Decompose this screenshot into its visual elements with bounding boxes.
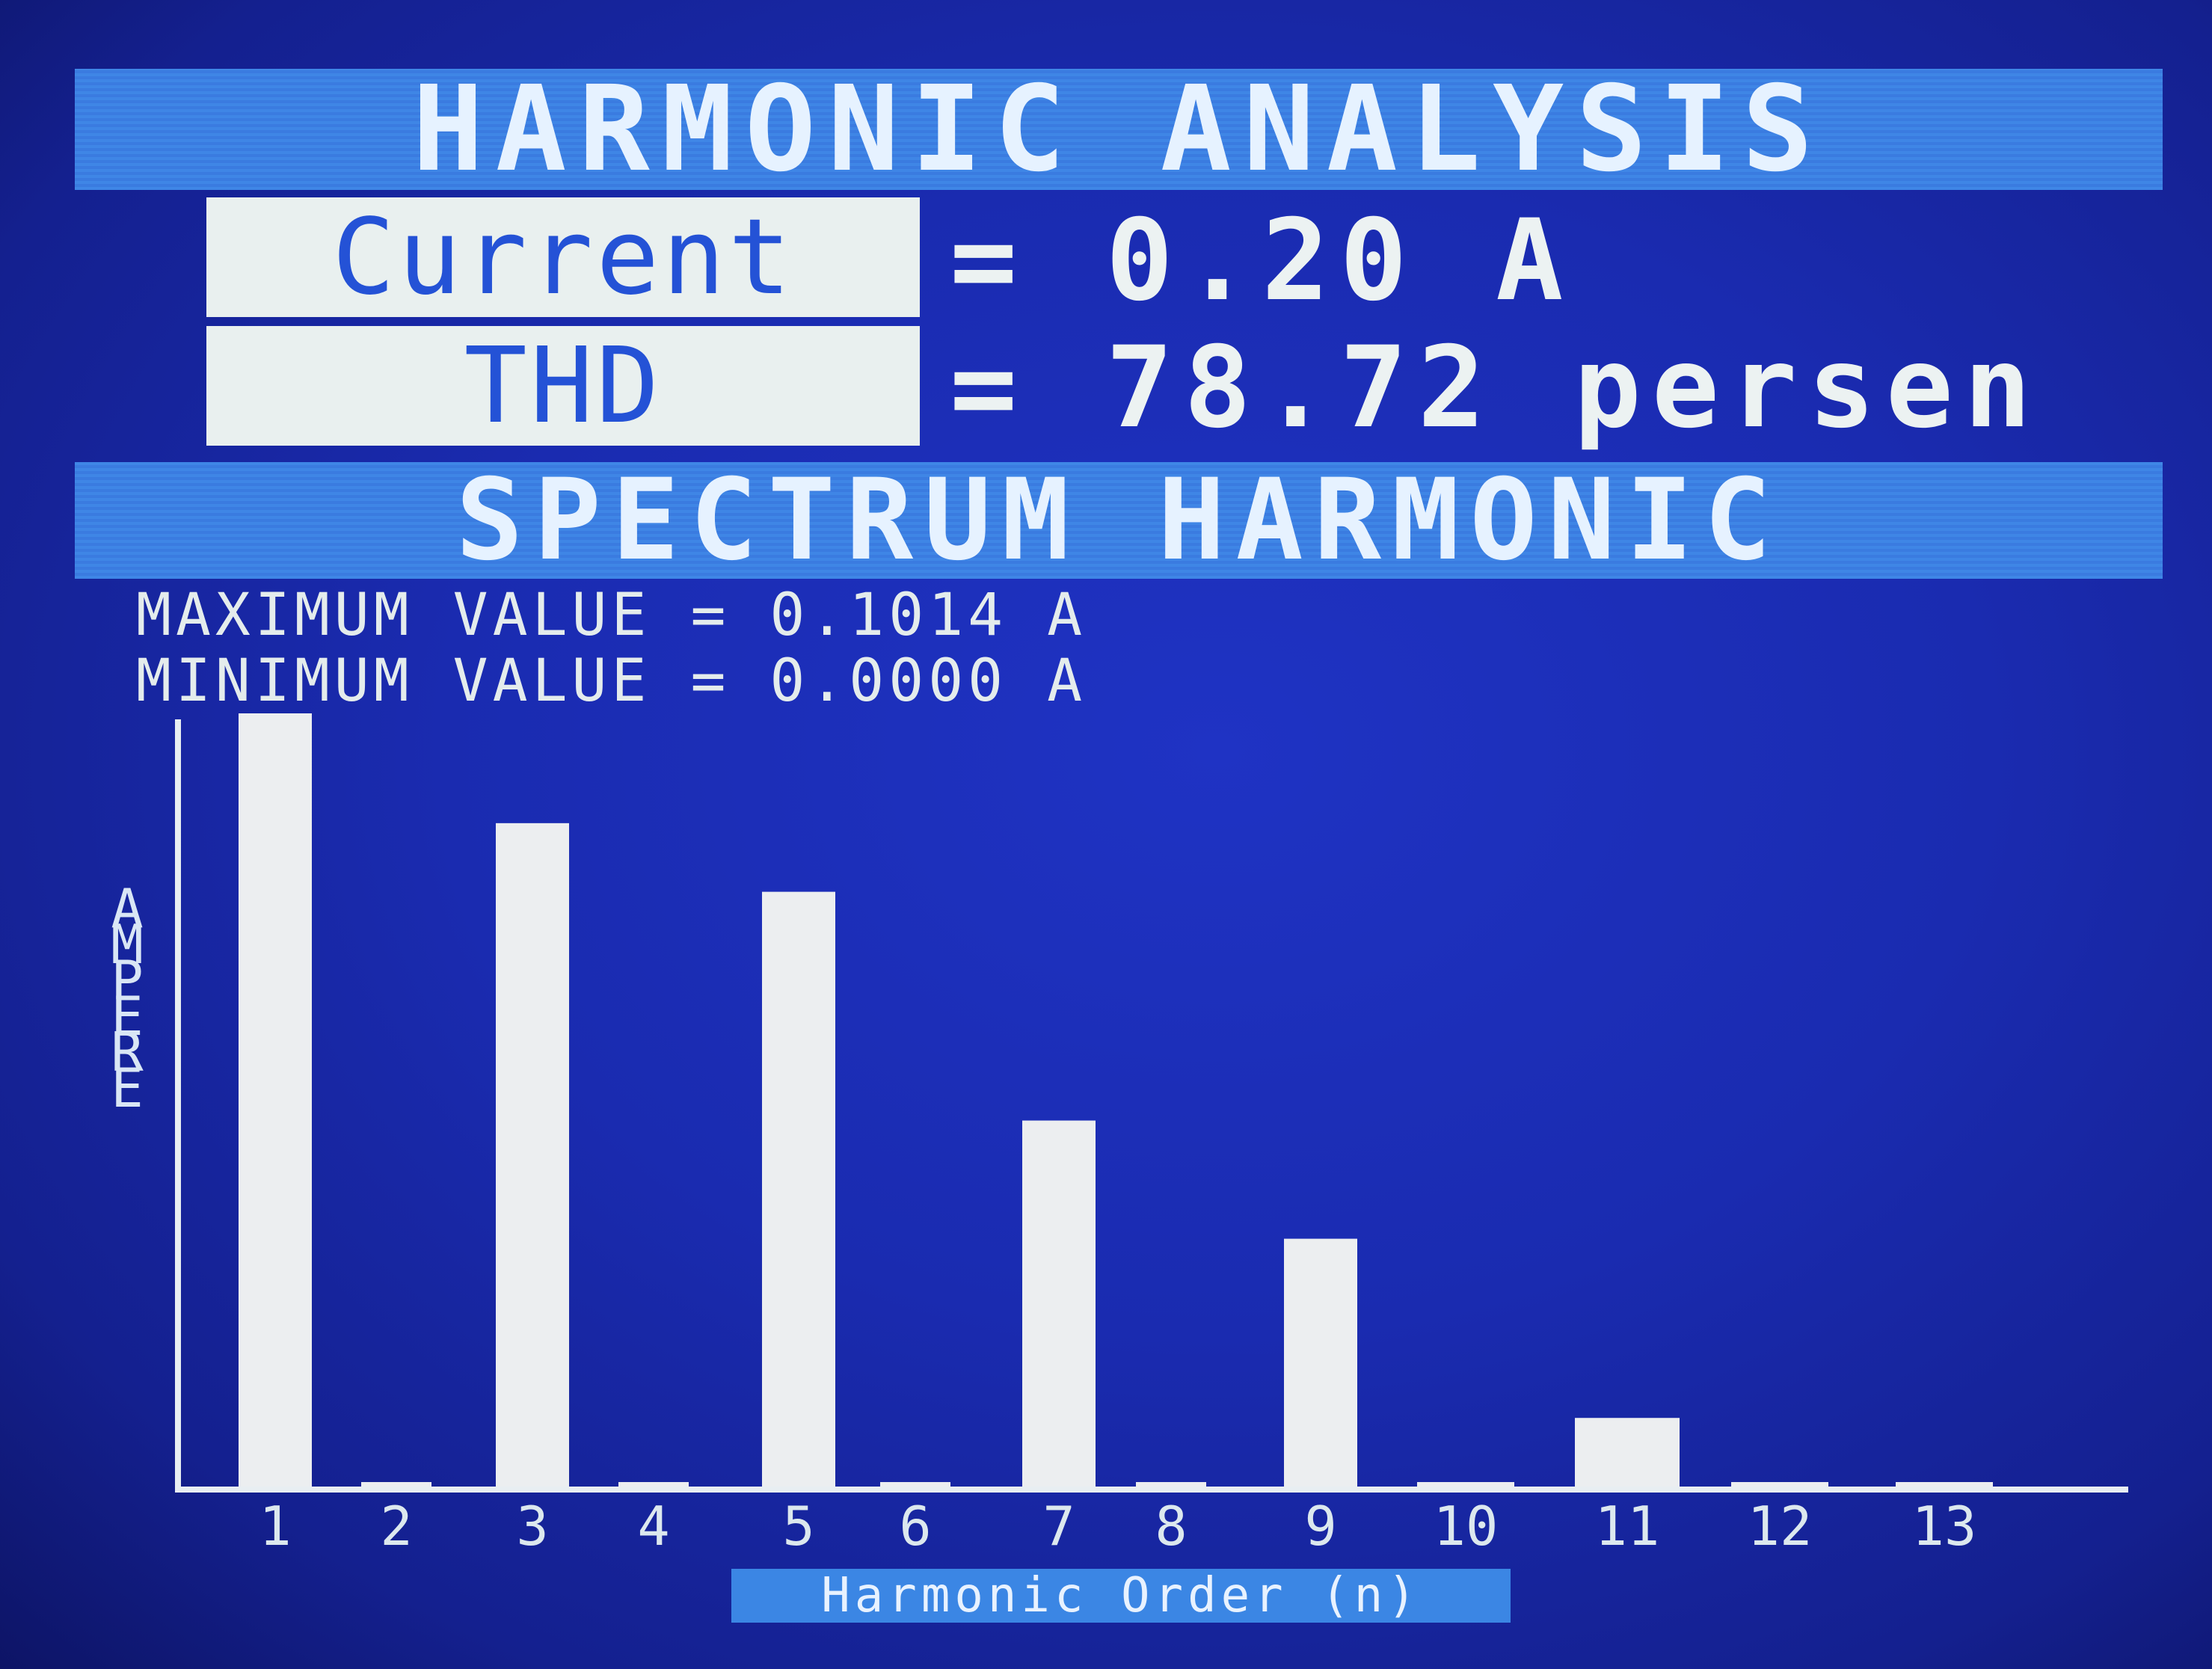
bar-harmonic-13: [1896, 1482, 1993, 1487]
bar-harmonic-3: [496, 823, 569, 1487]
page-title: HARMONIC ANALYSIS: [412, 61, 1825, 198]
bar-harmonic-10: [1417, 1482, 1514, 1487]
spectrum-title: SPECTRUM HARMONIC: [455, 455, 1782, 585]
bar-harmonic-2: [361, 1482, 431, 1487]
x-tick-labels: 1 2 3 4 5 6 7 8 9 10 11 12 13: [259, 1495, 1976, 1558]
thd-label-box: THD: [206, 325, 920, 447]
x-tick-9: 9: [1304, 1495, 1336, 1558]
x-tick-10: 10: [1434, 1495, 1499, 1558]
bar-harmonic-9: [1284, 1238, 1357, 1487]
y-axis-label-letter: P: [111, 949, 143, 1012]
x-axis-label: Harmonic Order (n): [731, 1568, 1511, 1623]
max-value-text: MAXIMUM VALUE = 0.1014 A: [136, 582, 1087, 649]
x-tick-6: 6: [899, 1495, 931, 1558]
bar-harmonic-7: [1022, 1120, 1096, 1487]
y-axis-label-letter: M: [111, 913, 143, 976]
thd-label: THD: [464, 325, 663, 447]
bar-harmonic-6: [880, 1482, 950, 1487]
bar-harmonic-12: [1731, 1482, 1828, 1487]
bar-harmonic-4: [618, 1482, 689, 1487]
y-axis-label-letter: E: [111, 985, 143, 1048]
y-axis-label-letter: A: [111, 877, 143, 940]
y-axis-label-letter: R: [111, 1021, 144, 1084]
bar-harmonic-5: [762, 891, 835, 1487]
current-value: = 0.20 A: [950, 196, 1574, 326]
x-tick-2: 2: [380, 1495, 412, 1558]
bar-harmonic-1: [239, 713, 312, 1487]
thd-value: = 78.72 persen: [950, 323, 2042, 453]
title-banner: HARMONIC ANALYSIS: [75, 61, 2163, 198]
x-tick-8: 8: [1155, 1495, 1187, 1558]
x-tick-5: 5: [782, 1495, 814, 1558]
x-tick-1: 1: [259, 1495, 291, 1558]
min-value-text: MINIMUM VALUE = 0.0000 A: [136, 648, 1087, 715]
x-tick-7: 7: [1042, 1495, 1075, 1558]
x-tick-13: 13: [1912, 1495, 1977, 1558]
bars: [239, 713, 1993, 1487]
current-label-box: Current: [206, 196, 920, 319]
x-tick-4: 4: [637, 1495, 669, 1558]
bar-harmonic-8: [1136, 1482, 1206, 1487]
spectrum-banner: SPECTRUM HARMONIC: [75, 455, 2163, 585]
x-tick-3: 3: [516, 1495, 548, 1558]
current-label: Current: [331, 196, 794, 319]
y-axis-label-letter: E: [111, 1057, 143, 1119]
bar-harmonic-11: [1575, 1418, 1680, 1487]
x-tick-12: 12: [1748, 1495, 1813, 1558]
x-tick-11: 11: [1595, 1495, 1660, 1558]
